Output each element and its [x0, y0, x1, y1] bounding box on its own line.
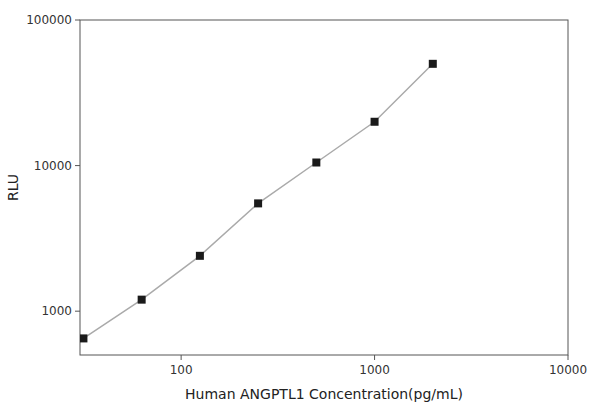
- y-tick-label: 100000: [26, 13, 72, 27]
- data-point: [429, 60, 437, 68]
- x-tick-label: 100: [170, 363, 193, 377]
- data-point: [80, 334, 87, 342]
- y-tick-label: 10000: [34, 159, 72, 173]
- data-point: [312, 159, 320, 167]
- plot-data: [80, 60, 437, 343]
- plot-frame: [80, 20, 568, 355]
- data-line: [83, 64, 432, 339]
- x-tick: [568, 355, 569, 360]
- y-tick-label: 1000: [41, 304, 72, 318]
- y-tick: [75, 165, 80, 166]
- x-tick-label: 1000: [359, 363, 390, 377]
- x-tick-label: 10000: [549, 363, 587, 377]
- chart-container: 100 1000 10000 1000 10000 100000 Human ANGPTL1…: [0, 0, 590, 413]
- data-point: [371, 118, 379, 126]
- y-tick: [75, 20, 80, 21]
- data-point: [254, 199, 262, 207]
- data-point: [196, 252, 204, 260]
- chart-svg: 100 1000 10000 1000 10000 100000 Human ANGPTL1…: [0, 0, 590, 413]
- x-axis-label: Human ANGPTL1 Concentration(pg/mL): [185, 386, 463, 402]
- x-tick: [181, 355, 182, 360]
- y-tick: [75, 311, 80, 312]
- x-tick: [374, 355, 375, 360]
- data-point: [138, 296, 146, 304]
- y-axis-label: RLU: [5, 174, 21, 201]
